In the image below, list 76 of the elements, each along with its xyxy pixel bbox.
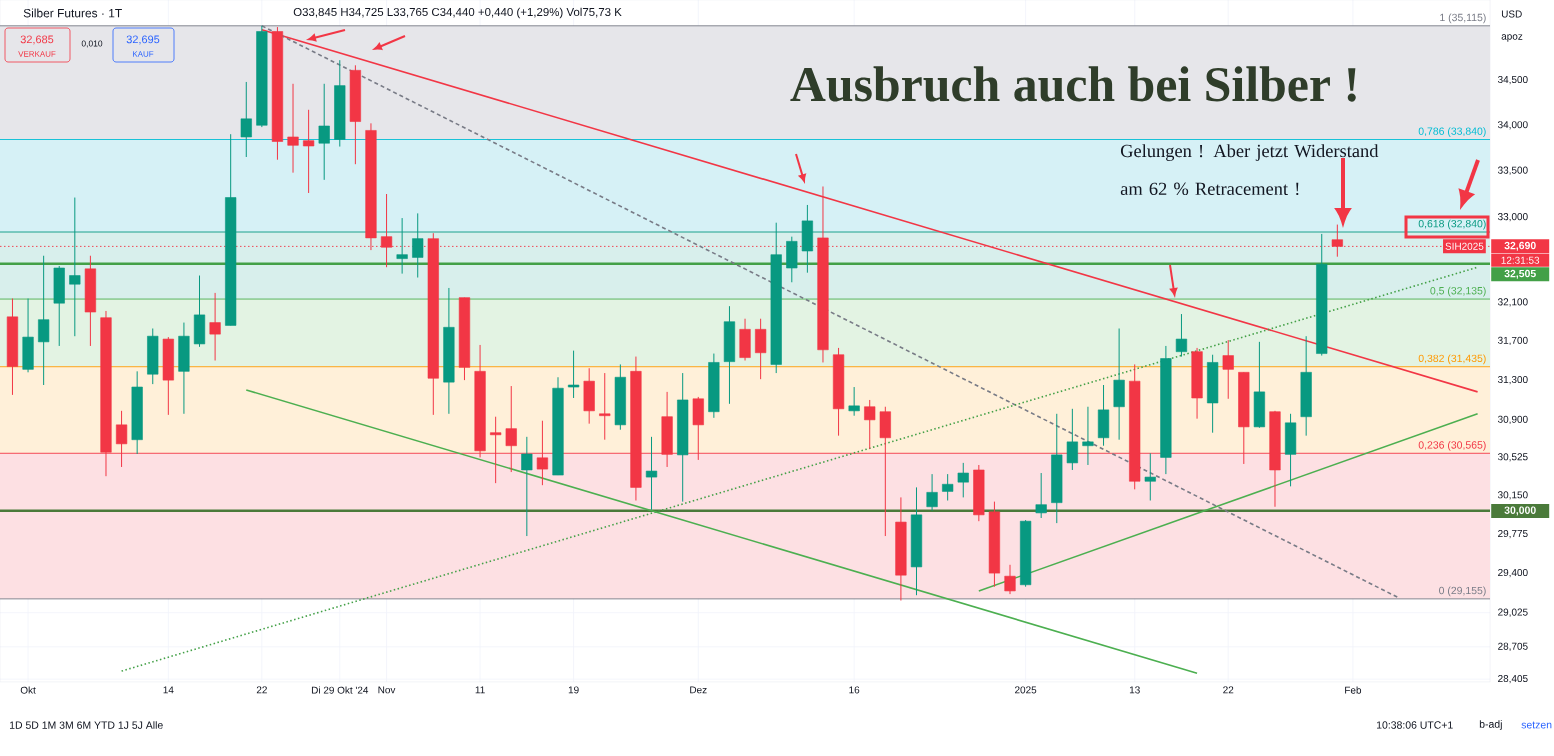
text: 1D 5D 1M 3M 6M YTD 1J 5J Alle bbox=[10, 721, 163, 729]
candlestick bbox=[1004, 564, 1016, 595]
y-tick-label: 30,900 bbox=[1497, 415, 1528, 424]
annotation: 0,010 bbox=[81, 40, 103, 48]
x-tick-label: 16 bbox=[849, 686, 860, 694]
x-tick-label: 13 bbox=[1129, 686, 1140, 694]
candlestick bbox=[209, 292, 221, 362]
candlestick bbox=[318, 83, 330, 181]
y-tick-label: 33,500 bbox=[1497, 166, 1528, 175]
candlestick bbox=[240, 81, 252, 158]
x-tick-label: Nov bbox=[378, 686, 396, 694]
y-tick-label: 32,100 bbox=[1497, 298, 1528, 307]
x-tick-label: Di 29 Okt '24 bbox=[311, 686, 369, 694]
annotation: SIH2025 bbox=[1445, 242, 1484, 250]
annotation: 0,786 (33,840) bbox=[1418, 127, 1486, 137]
y-tick-label: 33,000 bbox=[1497, 213, 1528, 222]
text: b-adj bbox=[1479, 720, 1502, 730]
annotation: 0,618 (32,840) bbox=[1418, 219, 1486, 230]
text: setzen bbox=[1521, 721, 1552, 729]
ref-line-label: 32,690 bbox=[1504, 241, 1536, 251]
text: Ausbruch auch bei Silber ! bbox=[790, 66, 1356, 102]
y-tick-label: 29,775 bbox=[1498, 530, 1528, 539]
candlestick bbox=[599, 372, 611, 441]
text: apoz bbox=[1501, 34, 1523, 42]
y-tick-label: 34,500 bbox=[1497, 76, 1528, 85]
x-tick-label: 22 bbox=[1223, 686, 1234, 694]
annotation: O33,845 H34,725 L33,765 C34,440 +0,440 (+1,29%) Vol75,73 K bbox=[293, 7, 622, 19]
annotation: 0 (29,155) bbox=[1439, 586, 1486, 597]
candlestick bbox=[942, 473, 954, 501]
candlestick bbox=[864, 399, 876, 450]
y-tick-label: 30,150 bbox=[1497, 491, 1528, 500]
ref-line-label: 30,000 bbox=[1504, 506, 1536, 516]
candlestick bbox=[521, 436, 533, 537]
annotation: Silber Futures · 1T bbox=[23, 8, 122, 18]
text: USD bbox=[1501, 10, 1522, 18]
candlestick bbox=[303, 109, 315, 194]
ref-line-label: 32,505 bbox=[1504, 269, 1536, 279]
annotation: 0,382 (31,435) bbox=[1418, 354, 1486, 365]
x-tick-label: 2025 bbox=[1015, 686, 1037, 694]
text: 12:31:53 bbox=[1501, 256, 1540, 264]
x-tick-label: 19 bbox=[568, 686, 579, 694]
candlestick bbox=[1175, 313, 1188, 358]
y-tick-label: 30,525 bbox=[1497, 453, 1528, 462]
y-tick-label: 31,700 bbox=[1497, 336, 1528, 346]
y-tick-label: 34,000 bbox=[1497, 121, 1528, 130]
candlestick bbox=[926, 473, 938, 512]
x-tick-label: Dez bbox=[690, 686, 707, 694]
x-tick-label: Feb bbox=[1345, 686, 1362, 694]
candlestick bbox=[1066, 408, 1078, 471]
text: 10:38:06 UTC+1 bbox=[1377, 721, 1453, 729]
x-tick-label: 22 bbox=[256, 686, 267, 694]
annotation: 32,685 bbox=[20, 35, 54, 45]
y-tick-label: 28,405 bbox=[1498, 675, 1528, 684]
candlestick bbox=[1222, 339, 1234, 400]
x-tick-label: 11 bbox=[475, 686, 485, 694]
candlestick bbox=[755, 318, 767, 380]
candlestick bbox=[1035, 472, 1047, 519]
y-tick-label: 28,705 bbox=[1498, 642, 1528, 651]
x-tick-label: 14 bbox=[163, 686, 174, 694]
candlestick bbox=[1082, 406, 1094, 466]
y-tick-label: 31,300 bbox=[1497, 376, 1528, 385]
candlestick bbox=[1144, 452, 1156, 501]
candlestick bbox=[38, 255, 50, 386]
annotation: 0,5 (32,135) bbox=[1430, 286, 1486, 297]
annotation: 1 (35,115) bbox=[1440, 13, 1486, 24]
annotation: 0,236 (30,565) bbox=[1418, 440, 1486, 451]
y-tick-label: 29,400 bbox=[1498, 568, 1528, 578]
candlestick bbox=[287, 83, 299, 174]
y-tick-label: 29,025 bbox=[1498, 608, 1528, 617]
candlestick bbox=[567, 350, 580, 399]
candlestick bbox=[848, 386, 860, 417]
annotation: 32,695 bbox=[126, 35, 160, 45]
candlestick bbox=[645, 436, 658, 511]
candlestick bbox=[957, 462, 969, 498]
text: Gelungen ! Aber jetzt Widerstand am 62 % Retracement ! bbox=[1120, 144, 1379, 196]
x-tick-label: Okt bbox=[20, 686, 36, 694]
